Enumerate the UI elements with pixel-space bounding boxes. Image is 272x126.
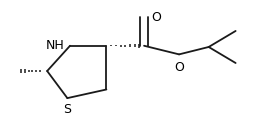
Text: O: O	[175, 61, 184, 74]
Text: S: S	[63, 103, 71, 116]
Text: O: O	[152, 11, 162, 24]
Text: NH: NH	[46, 39, 65, 52]
